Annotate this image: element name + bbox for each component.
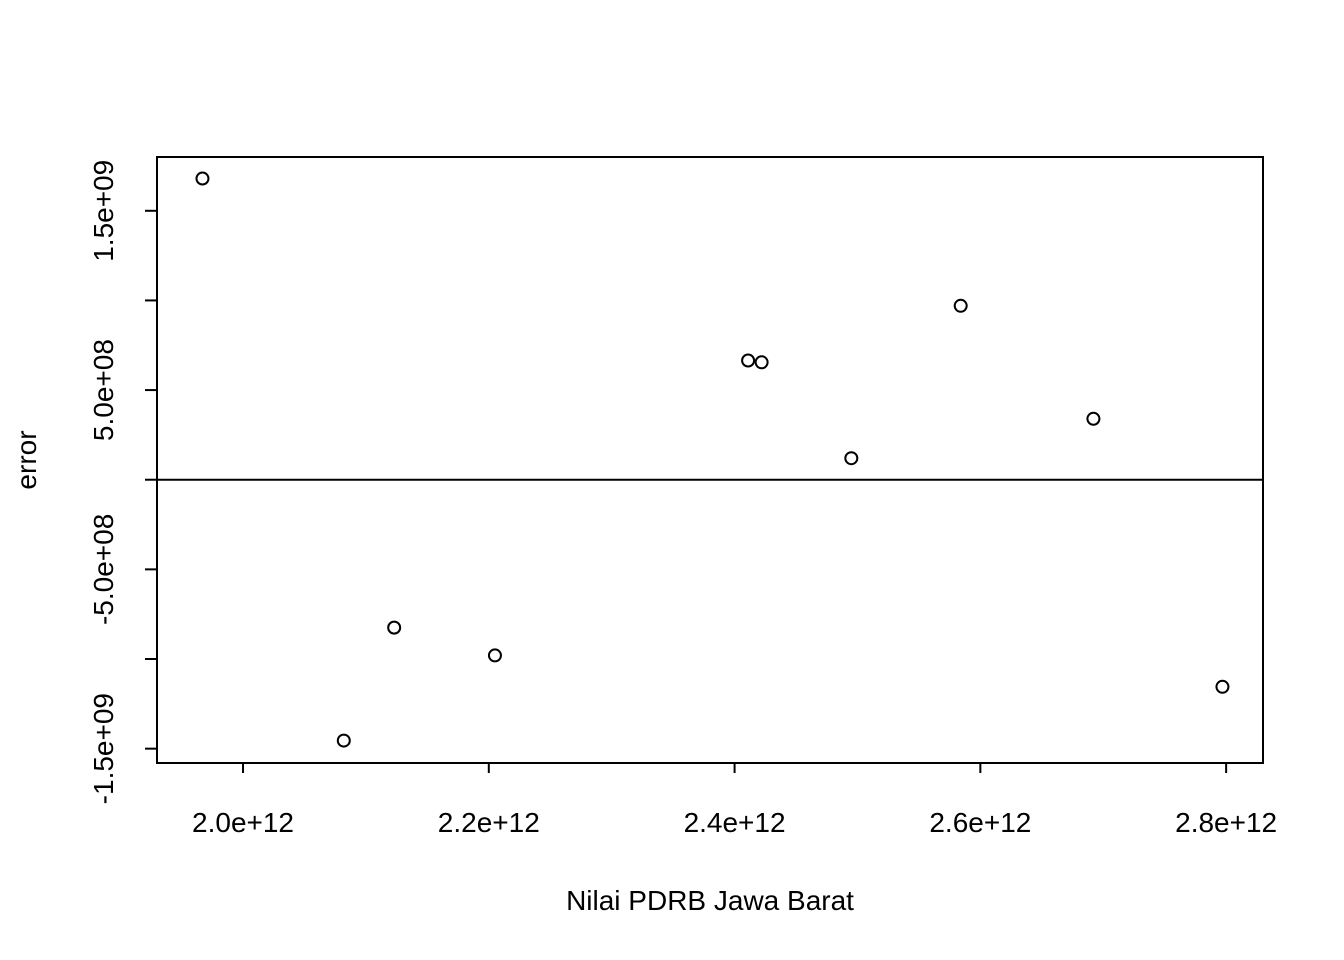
y-tick-label: 5.0e+08 <box>88 339 119 441</box>
data-point <box>844 451 859 466</box>
x-tick-label: 2.4e+12 <box>684 807 786 838</box>
data-point <box>487 648 502 663</box>
x-axis-ticks: 2.0e+12 2.2e+12 2.4e+12 2.6e+12 2.8e+12 <box>192 763 1277 838</box>
data-point <box>953 298 968 313</box>
y-tick-label: -1.5e+09 <box>88 693 119 804</box>
x-tick-label: 2.2e+12 <box>438 807 540 838</box>
data-point <box>336 733 351 748</box>
data-point <box>387 620 402 635</box>
y-tick-label: -5.0e+08 <box>88 514 119 625</box>
x-tick-label: 2.6e+12 <box>929 807 1031 838</box>
data-point <box>195 171 210 186</box>
data-point <box>1086 411 1101 426</box>
data-point <box>741 353 756 368</box>
plot-frame <box>156 156 1264 764</box>
y-axis-label: error <box>11 430 42 489</box>
x-axis-label: Nilai PDRB Jawa Barat <box>566 885 854 916</box>
y-tick-label: 1.5e+09 <box>88 160 119 262</box>
x-tick-label: 2.0e+12 <box>192 807 294 838</box>
data-point <box>754 355 769 370</box>
data-points <box>195 171 1230 748</box>
x-tick-label: 2.8e+12 <box>1175 807 1277 838</box>
data-point <box>1215 679 1230 694</box>
y-axis-ticks: -1.5e+09 -5.0e+08 5.0e+08 1.5e+09 <box>88 160 157 804</box>
